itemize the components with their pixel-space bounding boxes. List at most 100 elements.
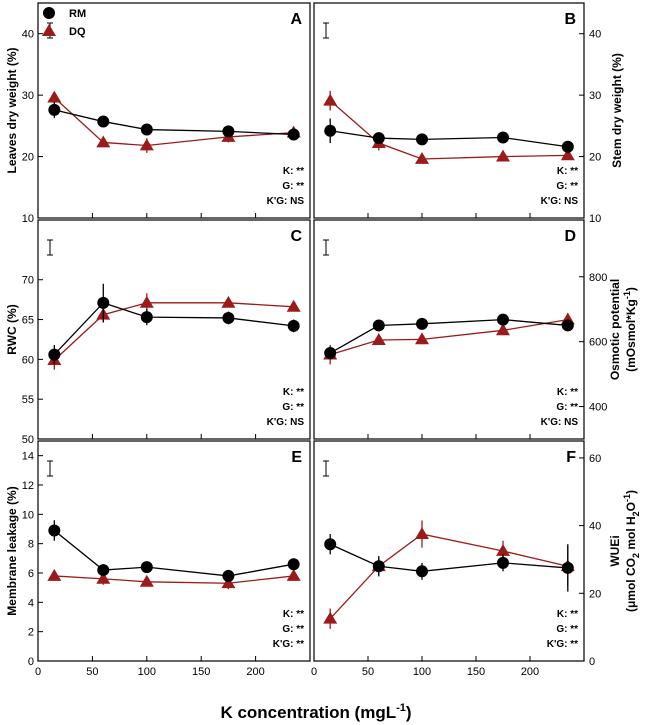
data-point-dq — [139, 138, 154, 151]
y-tick-label: 40 — [22, 29, 34, 41]
panel-letter: A — [290, 11, 302, 28]
data-point-rm — [222, 125, 235, 138]
stats-label: K'G: NS — [267, 417, 305, 428]
data-point-rm — [561, 140, 574, 153]
data-point-rm — [416, 317, 428, 330]
y-tick-label: 60 — [22, 354, 34, 366]
series-line-rm — [53, 529, 294, 577]
panel-frame — [37, 440, 311, 662]
x-tick-label: 50 — [86, 666, 98, 678]
panel-frame — [313, 219, 585, 440]
x-tick-label: 50 — [362, 666, 374, 678]
panel-f: F 0 20 40 60 0 50 100 150 200 WUEi(μmol CO2 mol H2… — [311, 440, 641, 678]
data-point-dq — [47, 568, 62, 581]
panel-frame — [313, 2, 585, 219]
y-tick-label: 20 — [22, 152, 34, 164]
data-point-rm — [222, 569, 235, 582]
y-tick-label: 8 — [28, 539, 34, 551]
data-point-rm — [561, 561, 574, 574]
y-tick-label: 60 — [589, 453, 601, 465]
stats-label: G: ** — [556, 402, 578, 413]
data-point-rm — [287, 319, 300, 332]
stats-label: K'G: NS — [541, 196, 579, 207]
stats-label: K: ** — [283, 166, 304, 177]
x-tick-label: 150 — [467, 666, 485, 678]
data-point-dq — [47, 90, 62, 103]
stats-label: K'G: NS — [541, 417, 579, 428]
x-tick-label: 100 — [413, 666, 431, 678]
legend-marker-rm — [43, 7, 55, 19]
x-tick-label: 200 — [521, 666, 539, 678]
stats-label: K: ** — [557, 387, 578, 398]
data-point-rm — [497, 556, 509, 569]
series-line-dq — [329, 533, 568, 620]
legend-label-rm: RM — [69, 8, 86, 20]
shared-x-axis-label: K concentration (mgL-1) — [220, 702, 411, 722]
data-point-rm — [497, 131, 509, 144]
data-point-dq — [496, 149, 510, 162]
data-point-dq — [139, 295, 154, 308]
series-line-dq — [53, 97, 294, 147]
data-point-dq — [560, 148, 575, 161]
x-tick-label: 0 — [311, 666, 317, 678]
series-line-dq — [54, 575, 294, 584]
data-point-dq — [415, 527, 429, 539]
y-tick-label: 40 — [589, 521, 601, 533]
data-point-dq — [323, 93, 338, 106]
stats-label: K: ** — [283, 609, 304, 620]
y-tick-label: 14 — [22, 451, 34, 463]
data-point-rm — [324, 124, 337, 137]
stats-label: K'G: ** — [273, 639, 304, 650]
y-tick-label: 2 — [28, 627, 34, 639]
y-tick-label: 30 — [589, 90, 601, 102]
data-point-rm — [324, 347, 337, 360]
data-point-dq — [221, 295, 236, 308]
stats-label: K'G: NS — [267, 196, 305, 207]
y-tick-label: 10 — [22, 509, 34, 521]
y-tick-label: 600 — [589, 337, 607, 349]
legend: RM DQ — [42, 7, 86, 38]
panel-c: C 50 55 60 65 70 RWC (%) K: ** G: ** K'G: NS — [5, 219, 311, 446]
data-point-rm — [372, 132, 385, 145]
legend-label-dq: DQ — [69, 26, 86, 38]
data-point-dq — [221, 576, 236, 589]
data-point-dq — [286, 299, 301, 312]
data-point-rm — [48, 524, 61, 537]
y-tick-label: 50 — [22, 434, 34, 446]
y-tick-label: 70 — [22, 275, 34, 287]
stats-label: K'G: ** — [547, 639, 578, 650]
y-tick-label: 4 — [28, 597, 34, 609]
y-tick-label: 12 — [22, 480, 34, 492]
panel-letter: F — [566, 449, 576, 466]
data-point-rm — [497, 313, 509, 326]
data-point-dq — [496, 544, 510, 556]
stats-label: K: ** — [557, 166, 578, 177]
y-axis-label: WUEi — [608, 535, 622, 566]
y-tick-label: 800 — [589, 272, 607, 284]
stats-label: G: ** — [282, 181, 304, 192]
x-tick-label: 150 — [192, 666, 210, 678]
data-point-rm — [561, 319, 574, 332]
panel-e: E 0 2 4 6 8 10 12 14 0 50 100 150 200 Membrane leakage… — [5, 440, 311, 678]
series-line-rm — [330, 130, 568, 148]
y-tick-label: 20 — [589, 152, 601, 164]
x-tick-label: 0 — [35, 666, 41, 678]
y-tick-label: 30 — [22, 90, 34, 102]
data-point-rm — [372, 319, 385, 332]
stats-label: K: ** — [283, 387, 304, 398]
data-point-rm — [97, 115, 110, 128]
y-tick-label: 0 — [589, 656, 595, 668]
data-point-rm — [324, 538, 337, 551]
panel-frame — [313, 440, 585, 662]
data-point-dq — [286, 568, 301, 581]
data-point-rm — [140, 561, 153, 574]
y-tick-label: 10 — [589, 213, 601, 225]
panel-letter: C — [290, 228, 302, 245]
panel-letter: D — [564, 228, 576, 245]
data-point-rm — [287, 558, 300, 571]
panel-letter: B — [564, 11, 576, 28]
y-axis-label: Osmotic potential — [608, 279, 622, 380]
